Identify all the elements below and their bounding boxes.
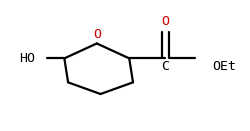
Text: O: O	[92, 28, 100, 41]
Text: HO: HO	[19, 52, 35, 65]
Text: O: O	[161, 15, 169, 28]
Text: OEt: OEt	[211, 60, 235, 73]
Text: C: C	[161, 60, 169, 73]
